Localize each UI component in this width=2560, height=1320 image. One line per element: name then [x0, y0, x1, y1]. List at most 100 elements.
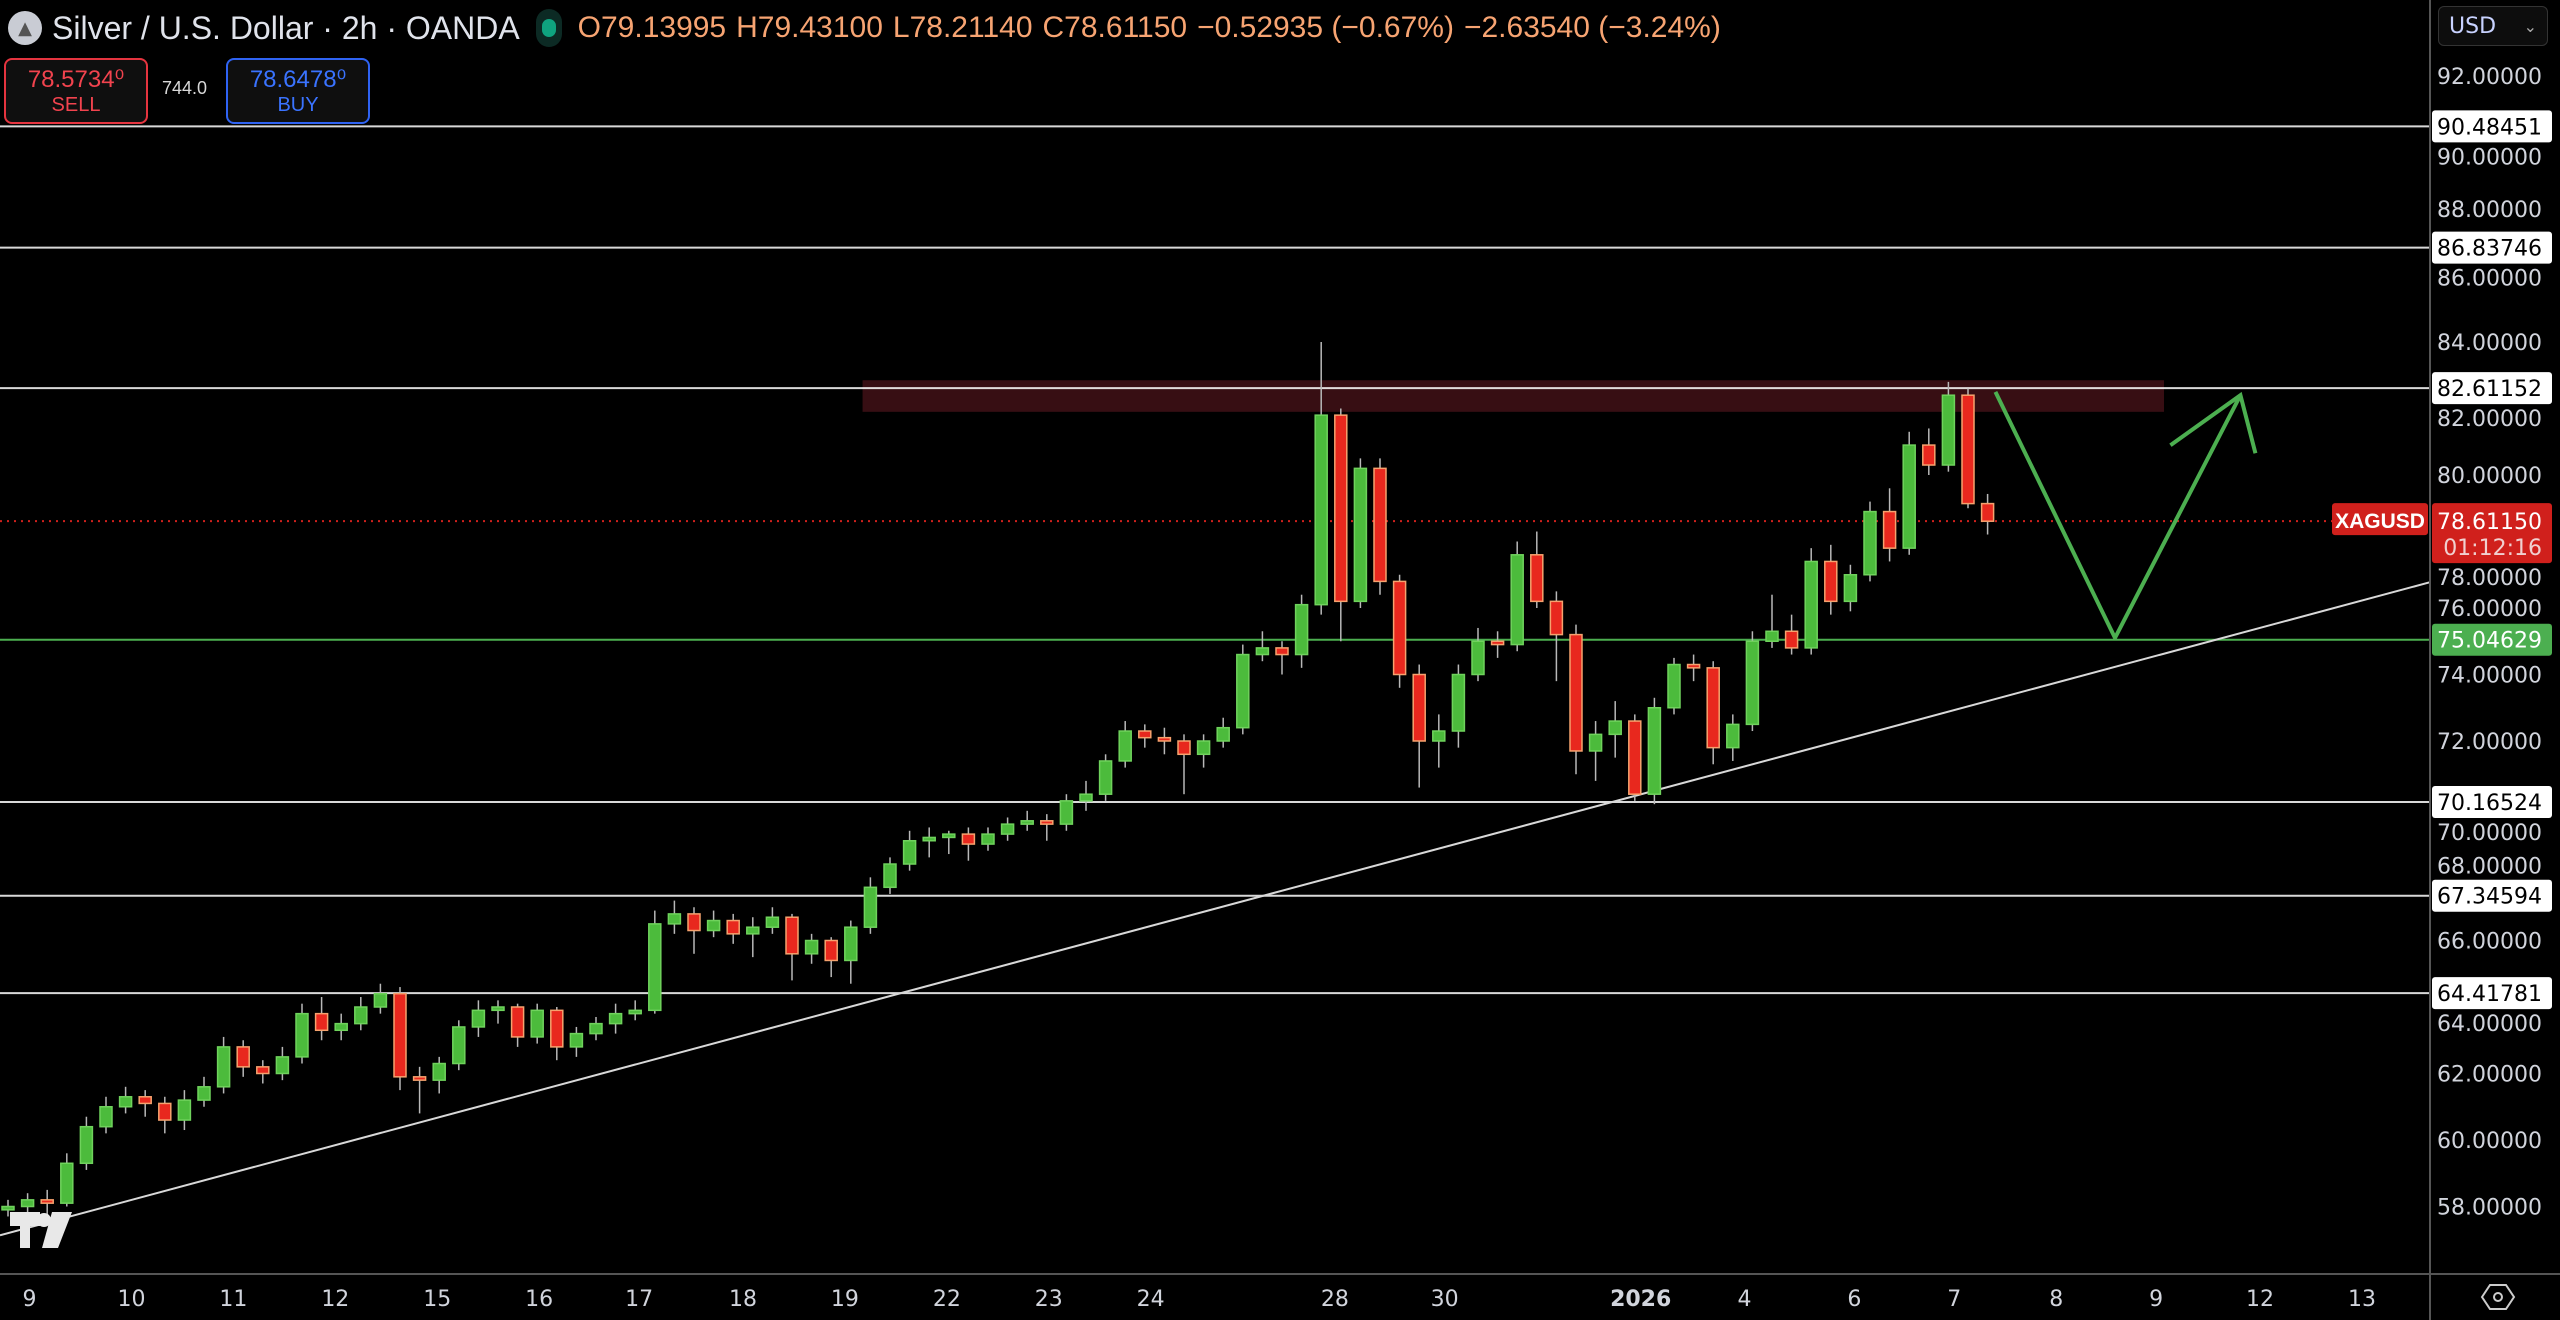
- candle-bullish[interactable]: [1432, 714, 1446, 768]
- candle-bearish[interactable]: [314, 997, 329, 1041]
- candle-bullish[interactable]: [354, 997, 368, 1031]
- candle-bullish[interactable]: [1863, 501, 1877, 582]
- candle-bullish[interactable]: [1098, 754, 1113, 801]
- candle-bearish[interactable]: [1392, 574, 1407, 688]
- candle-bullish[interactable]: [1294, 594, 1309, 668]
- candle-bullish[interactable]: [1020, 810, 1034, 831]
- candle-bearish[interactable]: [961, 827, 976, 861]
- candle-bullish[interactable]: [20, 1193, 35, 1214]
- candle-bullish[interactable]: [1667, 657, 1681, 715]
- candle-bearish[interactable]: [412, 1066, 427, 1114]
- candle-bullish[interactable]: [275, 1046, 290, 1081]
- candle-bearish[interactable]: [726, 913, 740, 944]
- candle-bullish[interactable]: [373, 983, 388, 1014]
- candle-bearish[interactable]: [1040, 814, 1054, 841]
- candle-bullish[interactable]: [1118, 721, 1132, 768]
- candle-bearish[interactable]: [1412, 664, 1426, 788]
- candle-bullish[interactable]: [99, 1096, 113, 1134]
- candle-bearish[interactable]: [1784, 614, 1799, 655]
- candle-bullish[interactable]: [118, 1086, 133, 1114]
- candle-bullish[interactable]: [667, 900, 682, 934]
- candle-bullish[interactable]: [942, 830, 956, 855]
- candle-bearish[interactable]: [785, 913, 799, 981]
- candle-bullish[interactable]: [1765, 594, 1779, 648]
- candle-bullish[interactable]: [1353, 458, 1368, 608]
- candle-bullish[interactable]: [1588, 721, 1603, 781]
- candle-bearish[interactable]: [1157, 727, 1172, 755]
- candle-bullish[interactable]: [1000, 817, 1015, 841]
- candle-bullish[interactable]: [804, 933, 819, 964]
- candle-bullish[interactable]: [60, 1153, 74, 1207]
- candle-bearish[interactable]: [158, 1096, 172, 1134]
- candle-bearish[interactable]: [1549, 591, 1564, 682]
- candle-bullish[interactable]: [530, 1003, 544, 1044]
- candle-bullish[interactable]: [569, 1026, 584, 1057]
- candle-bullish[interactable]: [1510, 541, 1524, 652]
- candle-bearish[interactable]: [393, 987, 407, 1091]
- candle-bullish[interactable]: [295, 1003, 309, 1064]
- candle-bullish[interactable]: [1941, 381, 1956, 472]
- candle-bullish[interactable]: [1902, 431, 1916, 555]
- sell-button[interactable]: 78.5734⁰ SELL: [4, 58, 148, 124]
- candle-bullish[interactable]: [1, 1199, 15, 1217]
- candle-bearish[interactable]: [138, 1090, 152, 1117]
- candle-bullish[interactable]: [334, 1013, 348, 1041]
- currency-selector[interactable]: USD ⌄: [2438, 6, 2548, 46]
- candle-bearish[interactable]: [1177, 734, 1191, 795]
- candle-bearish[interactable]: [1334, 408, 1348, 642]
- candle-bullish[interactable]: [79, 1116, 94, 1170]
- candle-bullish[interactable]: [1726, 714, 1740, 761]
- candle-bullish[interactable]: [197, 1076, 211, 1107]
- candle-bearish[interactable]: [1628, 714, 1642, 801]
- candle-bullish[interactable]: [1804, 548, 1818, 655]
- candle-bullish[interactable]: [491, 1000, 505, 1024]
- candle-bullish[interactable]: [765, 907, 780, 934]
- candle-bullish[interactable]: [706, 910, 721, 938]
- candle-bullish[interactable]: [177, 1090, 192, 1131]
- candle-bullish[interactable]: [1608, 701, 1622, 758]
- candle-bearish[interactable]: [1686, 654, 1701, 682]
- candle-bullish[interactable]: [1255, 631, 1270, 662]
- candle-bearish[interactable]: [1373, 458, 1387, 595]
- candle-bullish[interactable]: [628, 1000, 642, 1021]
- candle-bullish[interactable]: [902, 830, 917, 871]
- candle-bullish[interactable]: [981, 827, 995, 851]
- plot-background[interactable]: [0, 0, 2430, 1274]
- candle-bullish[interactable]: [471, 1000, 486, 1037]
- candle-bullish[interactable]: [1745, 631, 1760, 732]
- candle-bearish[interactable]: [1706, 661, 1720, 765]
- candle-bullish[interactable]: [1196, 734, 1211, 768]
- candle-bullish[interactable]: [922, 827, 936, 858]
- candle-bearish[interactable]: [1275, 641, 1289, 675]
- price-axis[interactable]: 92.00000 90.00000 88.00000 86.00000 84.00000…: [2332, 65, 2552, 1221]
- projection-path[interactable]: [1993, 391, 2243, 640]
- candle-bullish[interactable]: [1471, 627, 1485, 682]
- candle-bearish[interactable]: [1569, 624, 1583, 775]
- candle-bullish[interactable]: [1216, 717, 1230, 748]
- candle-bullish[interactable]: [216, 1036, 231, 1094]
- candle-bearish[interactable]: [236, 1040, 250, 1077]
- candle-bearish[interactable]: [1882, 488, 1897, 562]
- candle-bearish[interactable]: [510, 1003, 525, 1047]
- candle-bullish[interactable]: [1647, 697, 1662, 805]
- chart-settings-icon[interactable]: [2480, 1284, 2516, 1310]
- candle-bullish[interactable]: [452, 1020, 466, 1071]
- candle-bullish[interactable]: [1314, 342, 1328, 615]
- candle-bullish[interactable]: [1079, 780, 1093, 811]
- candle-bearish[interactable]: [1530, 531, 1544, 608]
- candle-bullish[interactable]: [746, 917, 760, 958]
- candle-bullish[interactable]: [1236, 644, 1250, 735]
- plot-area[interactable]: [0, 0, 2431, 1274]
- buy-button[interactable]: 78.6478⁰ BUY: [226, 58, 370, 124]
- time-axis[interactable]: 9 10 11 12 15 16 17 18 19 22 23 24 28 30 2026 4 6 7 8 9 12 13: [23, 1287, 2376, 1312]
- candle-bearish[interactable]: [1961, 388, 1975, 509]
- candle-bearish[interactable]: [1980, 493, 1995, 535]
- candle-bullish[interactable]: [863, 877, 878, 934]
- candle-bullish[interactable]: [883, 857, 897, 894]
- candle-bearish[interactable]: [1824, 544, 1838, 615]
- candle-bearish[interactable]: [824, 937, 838, 978]
- candle-bearish[interactable]: [687, 907, 701, 954]
- candle-bearish[interactable]: [1490, 631, 1505, 658]
- candle-bullish[interactable]: [589, 1016, 603, 1041]
